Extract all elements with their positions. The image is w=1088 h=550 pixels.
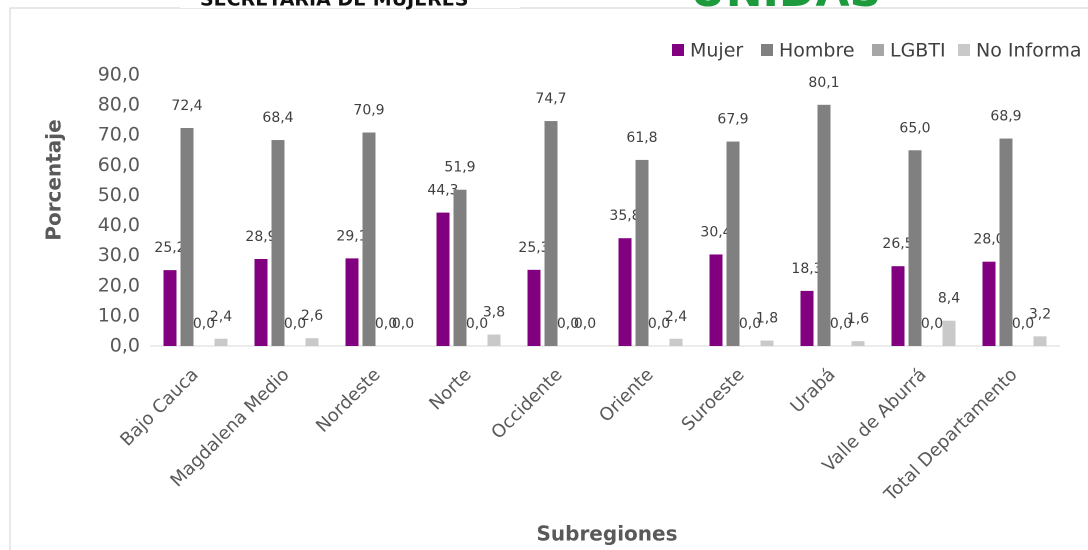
value-label: 3,8 <box>483 305 505 321</box>
value-label: 44,3 <box>427 183 458 199</box>
bar <box>487 334 501 346</box>
value-label: 51,9 <box>444 160 475 176</box>
bar <box>726 141 740 346</box>
bar <box>800 290 814 346</box>
value-label: 0,0 <box>830 316 852 332</box>
bar <box>305 338 319 346</box>
y-tick-label: 80,0 <box>98 94 140 116</box>
legend-swatch <box>761 44 773 56</box>
value-label: 28,9 <box>245 229 276 245</box>
value-label: 70,9 <box>353 103 384 119</box>
bar <box>851 341 865 346</box>
bar <box>180 127 194 347</box>
value-label: 2,4 <box>665 309 687 325</box>
value-label: 0,0 <box>574 316 596 332</box>
x-axis-title: Subregiones <box>536 522 677 546</box>
value-label: 25,3 <box>518 240 549 256</box>
value-label: 18,3 <box>791 261 822 277</box>
value-label: 1,6 <box>847 311 869 327</box>
bar <box>345 258 359 346</box>
header-left: SECRETARIA DE MUJERES <box>200 0 468 11</box>
y-tick-label: 70,0 <box>98 124 140 146</box>
value-label: 65,0 <box>899 120 930 136</box>
value-label: 0,0 <box>193 316 215 332</box>
value-label: 72,4 <box>171 98 202 114</box>
value-label: 30,4 <box>700 224 731 240</box>
bar <box>982 261 996 346</box>
value-label: 2,6 <box>301 308 323 324</box>
value-label: 0,0 <box>392 316 414 332</box>
legend-swatch <box>672 44 684 56</box>
bar <box>254 258 268 346</box>
bar <box>214 338 228 346</box>
legend-swatch <box>958 44 970 56</box>
bar <box>527 269 541 346</box>
bar <box>1033 336 1047 346</box>
bar <box>908 150 922 346</box>
bar <box>271 140 285 346</box>
value-label: 61,8 <box>626 130 657 146</box>
value-label: 28,0 <box>973 232 1004 248</box>
value-label: 0,0 <box>739 316 761 332</box>
header-right: UNIDAS <box>690 0 881 17</box>
bar <box>760 340 774 346</box>
y-tick-label: 40,0 <box>98 214 140 236</box>
legend-label: No Informa <box>976 40 1081 62</box>
y-tick-label: 30,0 <box>98 244 140 266</box>
value-label: 8,4 <box>938 291 960 307</box>
y-tick-label: 10,0 <box>98 304 140 326</box>
value-label: 26,5 <box>882 236 913 252</box>
value-label: 0,0 <box>557 316 579 332</box>
bar <box>942 320 956 346</box>
value-label: 25,2 <box>154 240 185 256</box>
value-label: 80,1 <box>808 75 839 91</box>
y-tick-label: 20,0 <box>98 274 140 296</box>
value-label: 3,2 <box>1029 306 1051 322</box>
value-label: 68,9 <box>990 109 1021 125</box>
bar <box>817 104 831 346</box>
value-label: 68,4 <box>262 110 293 126</box>
bar <box>544 121 558 346</box>
bar <box>163 270 177 346</box>
value-label: 0,0 <box>921 316 943 332</box>
value-label: 0,0 <box>466 316 488 332</box>
y-tick-label: 50,0 <box>98 184 140 206</box>
legend-label: LGBTI <box>890 40 946 62</box>
legend-label: Hombre <box>779 40 855 62</box>
value-label: 0,0 <box>375 316 397 332</box>
bar <box>362 132 376 346</box>
value-label: 29,1 <box>336 228 367 244</box>
legend-swatch <box>872 44 884 56</box>
y-tick-label: 60,0 <box>98 154 140 176</box>
value-label: 0,0 <box>284 316 306 332</box>
value-label: 67,9 <box>717 112 748 128</box>
y-axis-title: Porcentaje <box>42 119 66 240</box>
value-label: 0,0 <box>1012 316 1034 332</box>
header-bg <box>180 0 520 8</box>
bar <box>669 338 683 346</box>
bar <box>618 238 632 346</box>
bar <box>709 254 723 346</box>
bar <box>635 159 649 346</box>
bar <box>891 266 905 346</box>
y-tick-label: 0,0 <box>110 335 140 357</box>
legend-label: Mujer <box>690 40 743 62</box>
value-label: 74,7 <box>535 91 566 107</box>
y-tick-label: 90,0 <box>98 64 140 86</box>
bar <box>453 189 467 346</box>
value-label: 2,4 <box>210 309 232 325</box>
bar <box>999 138 1013 346</box>
value-label: 35,8 <box>609 208 640 224</box>
value-label: 0,0 <box>648 316 670 332</box>
value-label: 1,8 <box>756 311 778 327</box>
bar <box>436 212 450 346</box>
